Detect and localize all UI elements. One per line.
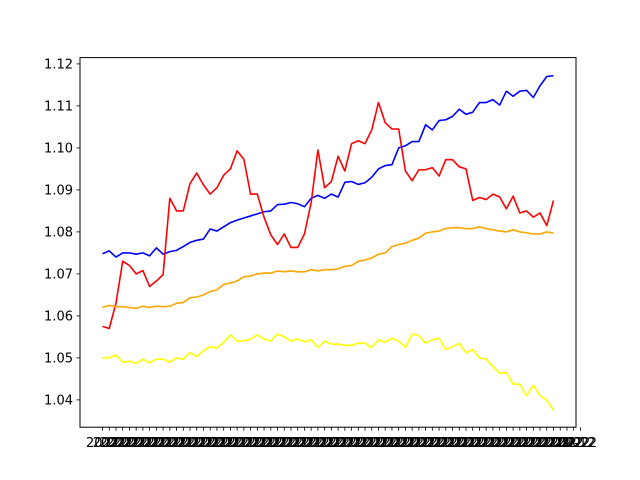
x-tick-label: 2022: [315, 436, 348, 451]
x-tick-label: 2022: [301, 436, 334, 451]
x-tick-label: 2022: [416, 436, 449, 451]
x-tick-label: 2022: [113, 436, 146, 451]
x-tick-label: 2022: [153, 436, 186, 451]
series-layer: [102, 74, 555, 411]
x-tick-label-last: 02-12: [558, 436, 596, 451]
x-tick-label: 2022: [456, 436, 489, 451]
x-tick-label: 2022: [517, 436, 550, 451]
x-tick-label: 2022: [389, 436, 422, 451]
x-tick-label: 2022: [308, 436, 341, 451]
x-tick-label: 2022: [348, 436, 381, 451]
x-tick-label: 2022: [396, 436, 429, 451]
y-tick-label: 1.06: [44, 309, 73, 324]
x-tick-label: 2022: [409, 436, 442, 451]
x-tick-label: 2022: [557, 436, 590, 451]
x-tick-label: 2022: [476, 436, 509, 451]
x-tick-label: 2022: [530, 436, 563, 451]
x-tick-label: 2022: [126, 436, 159, 451]
x-tick-label: 2022: [497, 436, 530, 451]
x-tick-label: 2022: [322, 436, 355, 451]
y-tick-label: 1.10: [44, 141, 73, 156]
x-tick-label: 2022: [490, 436, 523, 451]
x-tick-label: 2022: [281, 436, 314, 451]
x-tick-label: 2022: [86, 436, 119, 451]
x-tick-label: 2022: [503, 436, 536, 451]
y-tick-label: 1.09: [44, 183, 73, 198]
x-tick-label: 2022: [443, 436, 476, 451]
x-tick-label: 2022: [274, 436, 307, 451]
y-tick-label: 1.08: [44, 225, 73, 240]
x-tick-label: 2022: [449, 436, 482, 451]
y-tick-label: 1.12: [44, 57, 73, 72]
x-tick-label: 2022: [254, 436, 287, 451]
x-tick-label: 2022: [160, 436, 193, 451]
x-tick-label: 2022: [173, 436, 206, 451]
series-line-3: [102, 226, 554, 310]
x-tick-label: 2022: [436, 436, 469, 451]
series-line-2: [102, 101, 555, 330]
x-tick-label: 2022: [537, 436, 570, 451]
x-tick-label: 2022: [147, 436, 180, 451]
x-tick-label: 2022: [328, 436, 361, 451]
y-tick-label: 1.05: [44, 351, 73, 366]
x-tick-label: 2022: [234, 436, 267, 451]
x-tick-label: 2022: [120, 436, 153, 451]
x-tick-label: 2022: [200, 436, 233, 451]
x-tick-label: 2022: [523, 436, 556, 451]
x-tick-label: 2022: [510, 436, 543, 451]
x-tick-label: 2022: [214, 436, 247, 451]
x-tick-label: 2022: [99, 436, 132, 451]
x-tick-label: 2022: [248, 436, 281, 451]
x-tick-label: 2022: [106, 436, 139, 451]
y-tick-label: 1.04: [44, 393, 73, 408]
x-tick-label: 2022: [268, 436, 301, 451]
x-tick-label: 2022: [227, 436, 260, 451]
x-tick-label: 2022: [544, 436, 577, 451]
x-tick-label: 2022: [221, 436, 254, 451]
x-tick-label: 2022: [93, 436, 126, 451]
y-tick-label: 1.07: [44, 267, 73, 282]
x-tick-label: 2022: [261, 436, 294, 451]
x-tick-label: 2022: [564, 436, 597, 451]
x-tick-label: 2022: [369, 436, 402, 451]
x-tick-label: 2022: [295, 436, 328, 451]
x-tick-label: 2022: [470, 436, 503, 451]
series-line-1: [102, 74, 554, 258]
x-tick-label: 2022: [550, 436, 583, 451]
x-tick-label: 2022: [167, 436, 200, 451]
x-tick-label: 2022: [133, 436, 166, 451]
x-tick-label: 2022: [288, 436, 321, 451]
x-tick-label: 2022: [207, 436, 240, 451]
x-tick-label: 2022: [180, 436, 213, 451]
x-tick-label: 2022: [402, 436, 435, 451]
x-tick-label: 2022: [382, 436, 415, 451]
x-tick-label: 2022: [463, 436, 496, 451]
x-tick-label: 2022: [423, 436, 456, 451]
x-tick-label: 2022: [483, 436, 516, 451]
x-tick-label: 2022: [241, 436, 274, 451]
x-tick-label: 2022: [187, 436, 220, 451]
x-tick-label: 2022: [355, 436, 388, 451]
x-tick-label: 2022: [140, 436, 173, 451]
x-tick-label: 2022: [335, 436, 368, 451]
x-tick-label: 2022: [194, 436, 227, 451]
x-tick-label: 2022: [342, 436, 375, 451]
x-tick-label: 2022: [362, 436, 395, 451]
x-axis: 2022202220222022202220222022202220222022…: [86, 427, 597, 451]
x-tick-label: 2022: [375, 436, 408, 451]
plot-frame: [79, 57, 577, 428]
x-tick-label: 2022: [429, 436, 462, 451]
y-tick-label: 1.11: [44, 99, 73, 114]
series-line-4: [102, 333, 555, 411]
y-axis: 1.04 1.05 1.06 1.07 1.08 1.09 1.10 1.11 1.12: [44, 57, 80, 408]
